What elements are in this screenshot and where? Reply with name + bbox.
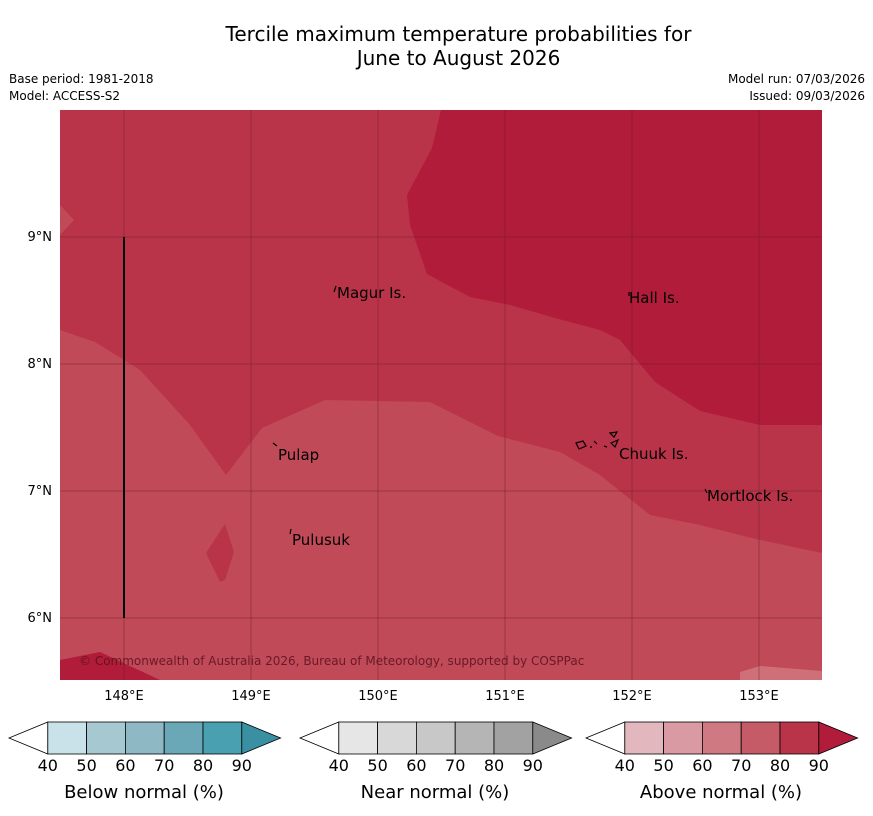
legend-arrow-high	[532, 721, 573, 755]
legend-arrow-low	[7, 721, 49, 755]
zone-above-90-nw	[60, 205, 74, 235]
base-period: Base period: 1981-2018	[9, 72, 154, 86]
model-name: Model: ACCESS-S2	[9, 89, 121, 103]
legend-swatch	[702, 721, 742, 755]
legend-tick: 70	[445, 756, 465, 775]
issued-date: Issued: 09/03/2026	[749, 89, 865, 103]
legend-swatch	[163, 721, 204, 755]
legend-tick: 90	[232, 756, 252, 775]
place-hall: Hall Is.	[629, 289, 680, 307]
legend-label: Near normal (%)	[361, 782, 510, 803]
lon-label: 151°E	[485, 689, 525, 704]
lat-label: 7°N	[28, 484, 53, 499]
zone-above-90-sw	[60, 652, 160, 680]
meta-right: Model run: 07/03/2026 Issued: 09/03/2026	[728, 71, 865, 105]
title-line-2: June to August 2026	[356, 46, 561, 70]
legend-tick: 40	[615, 756, 635, 775]
zone-above-90	[407, 110, 822, 425]
legend-swatch	[47, 721, 87, 755]
legend-above-normal: 40 50 60 70 80 90 Above normal (%)	[584, 721, 859, 803]
lon-label: 149°E	[231, 689, 271, 704]
legend-arrow-high	[241, 721, 282, 755]
legend-tick: 60	[406, 756, 426, 775]
zone-above-80-island	[206, 524, 234, 582]
legend-swatch	[624, 721, 664, 755]
map-panel[interactable]	[60, 110, 822, 680]
lon-label: 153°E	[739, 689, 779, 704]
legend-label: Below normal (%)	[64, 782, 224, 803]
meta-left: Base period: 1981-2018 Model: ACCESS-S2	[9, 71, 154, 105]
legend-swatch	[663, 721, 703, 755]
legend-swatch	[454, 721, 495, 755]
model-run: Model run: 07/03/2026	[727, 72, 865, 86]
legend-tick: 80	[484, 756, 504, 775]
chart-title: Tercile maximum temperature probabilitie…	[0, 22, 873, 70]
legend-label: Above normal (%)	[640, 782, 802, 803]
place-chuuk: Chuuk Is.	[619, 445, 688, 463]
legend-swatch	[338, 721, 378, 755]
legend-tick: 60	[692, 756, 712, 775]
place-pulap: Pulap	[278, 446, 319, 464]
legend-tick: 40	[38, 756, 58, 775]
legend-swatch	[125, 721, 165, 755]
lat-label: 9°N	[28, 230, 53, 245]
legend-tick: 40	[329, 756, 349, 775]
legend-tick: 90	[809, 756, 829, 775]
zone-above-70	[60, 330, 822, 680]
lat-label: 8°N	[28, 357, 53, 372]
legend-below-normal: 40 50 60 70 80 90 Below normal (%)	[7, 721, 282, 803]
lat-label: 6°N	[28, 611, 53, 626]
legend-tick: 70	[154, 756, 174, 775]
legend-swatch	[377, 721, 417, 755]
lon-label: 148°E	[104, 689, 144, 704]
legend-swatch	[493, 721, 534, 755]
lon-label: 150°E	[358, 689, 398, 704]
legend-swatch	[86, 721, 126, 755]
legend-tick: 90	[523, 756, 543, 775]
legend-arrow-low	[298, 721, 340, 755]
legend-swatch	[202, 721, 243, 755]
legend-swatch	[779, 721, 820, 755]
legend-tick: 70	[731, 756, 751, 775]
legend-tick: 50	[76, 756, 96, 775]
place-pulusuk: Pulusuk	[292, 531, 350, 549]
gridlines	[60, 110, 822, 680]
title-line-1: Tercile maximum temperature probabilitie…	[225, 22, 692, 46]
legend-tick: 50	[367, 756, 387, 775]
lon-label: 152°E	[612, 689, 652, 704]
zone-above-60-se	[740, 666, 822, 680]
legend-swatch	[415, 721, 456, 755]
place-mortlock: Mortlock Is.	[707, 487, 793, 505]
legend-tick: 60	[115, 756, 135, 775]
legend-tick: 50	[653, 756, 673, 775]
legend-tick: 80	[770, 756, 790, 775]
place-magur: Magur Is.	[337, 284, 406, 302]
legend-arrow-high	[818, 721, 859, 755]
island-outlines	[272, 285, 708, 535]
legend-near-normal: 40 50 60 70 80 90 Near normal (%)	[298, 721, 573, 803]
legend-tick: 80	[193, 756, 213, 775]
legend-arrow-low	[584, 721, 626, 755]
copyright-text: © Commonwealth of Australia 2026, Bureau…	[79, 654, 584, 668]
legend-swatch	[740, 721, 781, 755]
